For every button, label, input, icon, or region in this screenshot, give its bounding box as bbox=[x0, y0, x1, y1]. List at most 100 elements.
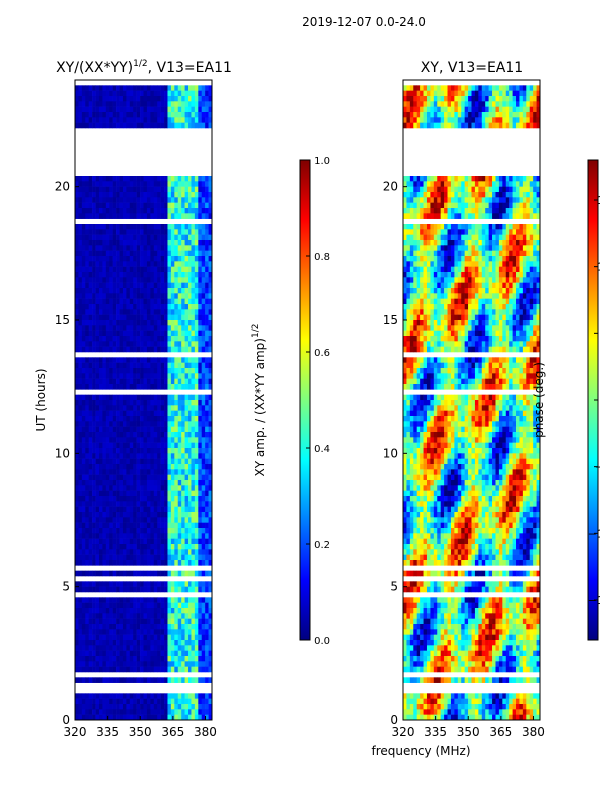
amplitude-cell bbox=[105, 341, 110, 347]
amplitude-cell bbox=[136, 581, 141, 587]
amplitude-cell bbox=[184, 122, 189, 129]
amplitude-cell bbox=[205, 96, 209, 102]
amplitude-cell bbox=[105, 106, 110, 113]
amplitude-cell bbox=[146, 666, 151, 673]
amplitude-cell bbox=[140, 400, 144, 406]
phase-cell bbox=[447, 213, 452, 219]
amplitude-cell bbox=[136, 293, 141, 299]
amplitude-cell bbox=[140, 368, 144, 374]
amplitude-cell bbox=[98, 522, 103, 529]
amplitude-cell bbox=[157, 442, 161, 449]
amplitude-cell bbox=[184, 410, 189, 417]
phase-cell bbox=[492, 117, 496, 123]
amplitude-cell bbox=[116, 240, 120, 246]
amplitude-cell bbox=[153, 714, 158, 721]
amplitude-cell bbox=[198, 357, 203, 363]
phase-cell bbox=[468, 256, 472, 262]
phase-cell bbox=[426, 250, 431, 257]
amplitude-cell bbox=[184, 101, 189, 107]
amplitude-cell bbox=[136, 629, 141, 635]
amplitude-cell bbox=[112, 714, 117, 721]
amplitude-cell bbox=[150, 96, 155, 102]
amplitude-cell bbox=[78, 90, 83, 97]
phase-cell bbox=[464, 101, 469, 107]
amplitude-cell bbox=[208, 186, 213, 193]
amplitude-cell bbox=[92, 602, 96, 609]
amplitude-cell bbox=[81, 256, 86, 262]
phase-cell bbox=[437, 192, 441, 198]
amplitude-cell bbox=[201, 629, 206, 635]
amplitude-cell bbox=[157, 394, 161, 401]
amplitude-cell bbox=[75, 336, 79, 342]
amplitude-cell bbox=[150, 394, 155, 401]
amplitude-cell bbox=[81, 181, 86, 187]
amplitude-cell bbox=[191, 458, 196, 465]
amplitude-cell bbox=[98, 336, 103, 342]
amplitude-cell bbox=[153, 234, 158, 241]
amplitude-cell bbox=[136, 533, 141, 539]
amplitude-cell bbox=[78, 101, 83, 107]
amplitude-cell bbox=[177, 122, 182, 129]
amplitude-cell bbox=[112, 474, 117, 481]
amplitude-cell bbox=[153, 442, 158, 449]
amplitude-cell bbox=[160, 410, 165, 417]
amplitude-cell bbox=[78, 96, 83, 102]
amplitude-cell bbox=[174, 378, 179, 385]
amplitude-cell bbox=[160, 586, 165, 593]
amplitude-cell bbox=[191, 314, 196, 321]
amplitude-cell bbox=[177, 693, 182, 699]
amplitude-cell bbox=[177, 256, 182, 262]
amplitude-cell bbox=[78, 362, 83, 369]
amplitude-cell bbox=[198, 224, 203, 230]
phase-cell bbox=[420, 176, 424, 182]
amplitude-cell bbox=[164, 496, 168, 502]
phase-cell bbox=[533, 117, 537, 123]
amplitude-cell bbox=[105, 437, 110, 443]
amplitude-cell bbox=[167, 106, 172, 113]
amplitude-cell bbox=[188, 608, 192, 614]
amplitude-cell bbox=[188, 517, 192, 523]
amplitude-cell bbox=[188, 320, 192, 326]
x-tick-label: 365 bbox=[161, 725, 184, 739]
amplitude-cell bbox=[95, 405, 100, 411]
amplitude-cell bbox=[122, 661, 127, 667]
amplitude-cell bbox=[188, 245, 192, 251]
phase-cell bbox=[485, 85, 489, 91]
amplitude-cell bbox=[116, 362, 120, 369]
amplitude-cell bbox=[81, 394, 86, 401]
amplitude-cell bbox=[140, 357, 144, 363]
amplitude-cell bbox=[164, 421, 168, 427]
amplitude-cell bbox=[92, 586, 96, 593]
amplitude-cell bbox=[191, 602, 196, 609]
amplitude-cell bbox=[208, 560, 213, 566]
amplitude-cell bbox=[157, 645, 161, 651]
phase-cell bbox=[413, 96, 417, 102]
amplitude-cell bbox=[164, 320, 168, 326]
amplitude-cell bbox=[191, 117, 196, 123]
amplitude-cell bbox=[88, 624, 93, 630]
phase-cell bbox=[512, 106, 517, 113]
amplitude-cell bbox=[78, 314, 83, 321]
amplitude-cell bbox=[170, 570, 175, 577]
amplitude-cell bbox=[198, 202, 203, 209]
amplitude-cell bbox=[75, 437, 79, 443]
amplitude-cell bbox=[170, 453, 175, 459]
amplitude-cell bbox=[105, 490, 110, 497]
amplitude-cell bbox=[136, 544, 141, 550]
amplitude-cell bbox=[95, 618, 100, 625]
amplitude-cell bbox=[170, 629, 175, 635]
amplitude-cell bbox=[143, 602, 148, 609]
amplitude-cell bbox=[208, 538, 213, 545]
amplitude-cell bbox=[122, 122, 127, 129]
amplitude-cell bbox=[150, 458, 155, 465]
amplitude-cell bbox=[153, 101, 158, 107]
amplitude-cell bbox=[208, 709, 213, 715]
phase-cell bbox=[464, 85, 469, 91]
amplitude-cell bbox=[184, 106, 189, 113]
amplitude-cell bbox=[205, 464, 209, 470]
amplitude-cell bbox=[129, 378, 134, 385]
amplitude-cell bbox=[112, 96, 117, 102]
amplitude-cell bbox=[119, 421, 124, 427]
amplitude-cell bbox=[184, 645, 189, 651]
amplitude-cell bbox=[201, 341, 206, 347]
